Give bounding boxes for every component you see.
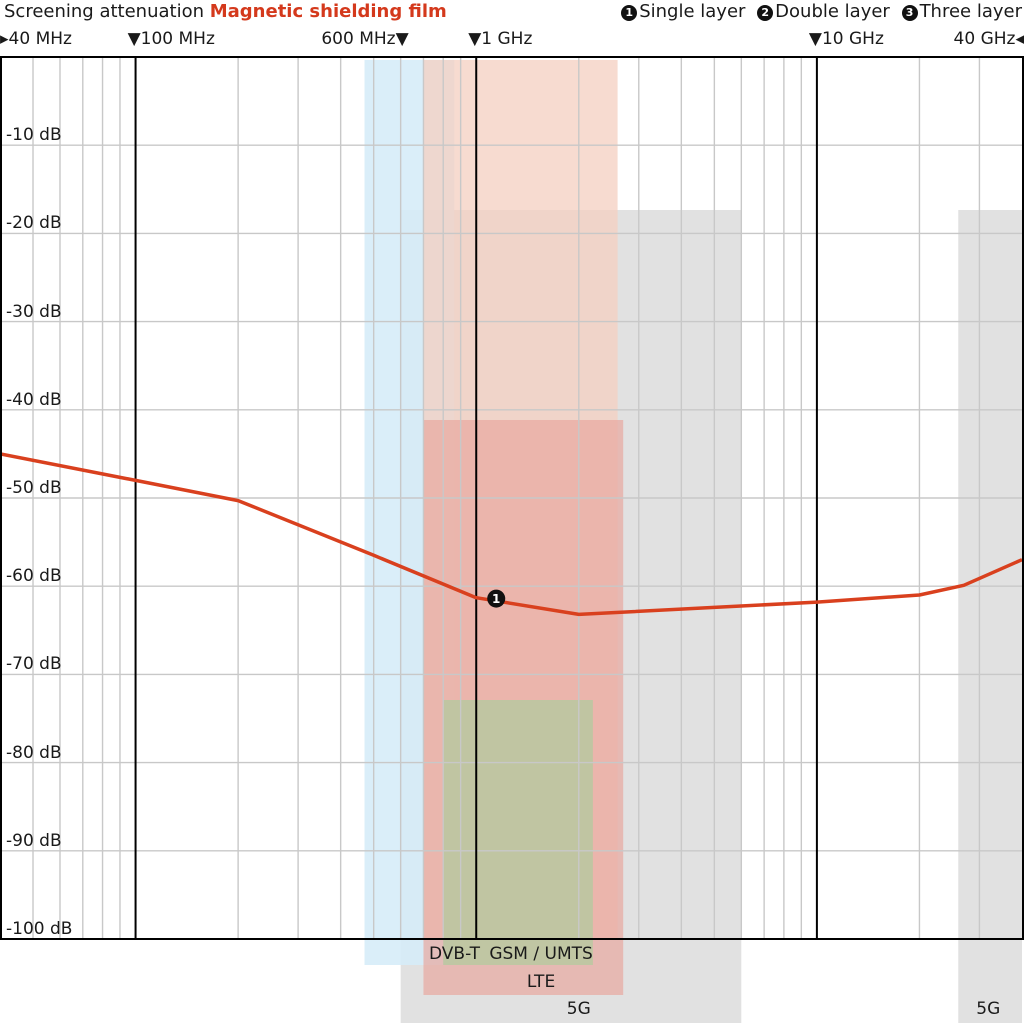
chart-title: Screening attenuation Magnetic shielding… — [4, 0, 447, 24]
series-layer: 1 — [0, 452, 1023, 617]
series-marker-label: 1 — [492, 592, 500, 606]
legend-item-single: 1 Single layer — [621, 1, 745, 22]
grid — [0, 57, 1022, 939]
y-tick-label: -100 dB — [6, 919, 73, 939]
legend-label: Three layer — [919, 1, 1022, 22]
title-text: Screening attenuation — [4, 1, 204, 22]
band-label: LTE — [526, 972, 556, 992]
band-label: GSM / UMTS — [489, 944, 593, 964]
y-tick-label: -80 dB — [6, 742, 62, 763]
y-tick-label: -30 dB — [6, 301, 62, 322]
legend: 1 Single layer 2 Double layer 3 Three layer — [615, 0, 1022, 24]
plot-frame — [0, 56, 1024, 940]
band-5g-high — [958, 210, 1022, 1023]
x-marker-label: ▼100 MHz — [127, 29, 215, 49]
y-tick-label: -50 dB — [6, 478, 62, 498]
legend-badge: 1 — [621, 5, 638, 21]
x-marker-label: 40 GHz◂ — [953, 29, 1024, 49]
legend-item-double: 2 Double layer — [757, 1, 890, 22]
band-label: 5G — [566, 999, 591, 1019]
x-marker-label: ▸40 MHz — [0, 29, 72, 49]
frequency-bands — [364, 60, 1022, 1023]
legend-badge: 3 — [901, 5, 918, 21]
series-line-1 — [0, 452, 1023, 617]
x-marker-label: ▼1 GHz — [468, 29, 533, 49]
legend-label: Single layer — [639, 1, 746, 22]
series-marker-badge — [487, 589, 506, 608]
band-label: 5G — [976, 999, 1001, 1019]
y-tick-label: -70 dB — [6, 654, 62, 675]
y-tick-label: -10 dB — [6, 125, 62, 146]
band-gsm-lte-overlap — [443, 700, 593, 965]
legend-badge: 2 — [757, 5, 774, 21]
legend-label: Double layer — [775, 1, 890, 22]
legend-item-three: 3 Three layer — [901, 1, 1022, 22]
x-marker-label: 600 MHz▼ — [321, 29, 409, 49]
y-tick-label: -60 dB — [6, 566, 62, 587]
y-tick-label: -40 dB — [6, 389, 62, 410]
subtitle-text: Magnetic shielding film — [209, 1, 447, 22]
x-marker-label: ▼10 GHz — [808, 29, 884, 49]
y-tick-label: -90 dB — [6, 830, 62, 851]
y-tick-label: -20 dB — [6, 213, 62, 234]
band-label: DVB-T — [428, 944, 481, 964]
